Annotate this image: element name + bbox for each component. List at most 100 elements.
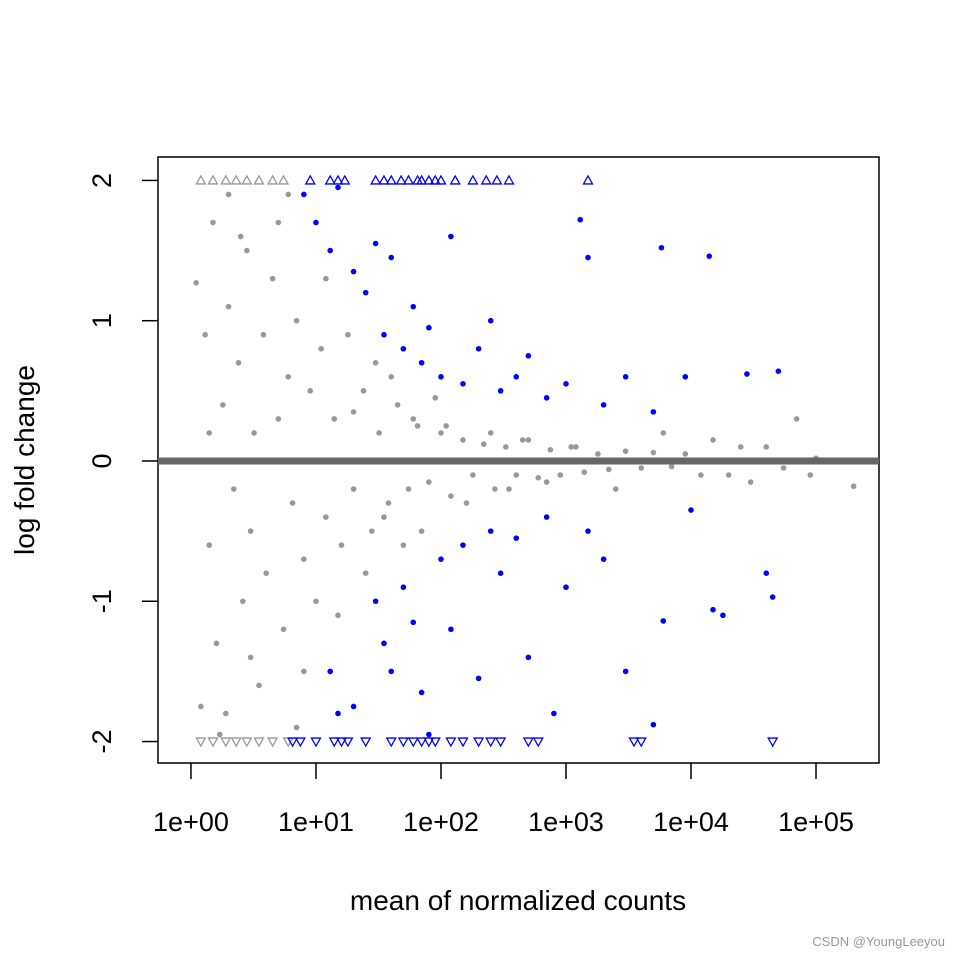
point (285, 374, 292, 380)
capped-point-down (495, 737, 507, 748)
point (650, 409, 657, 415)
point (381, 331, 387, 338)
point (247, 528, 254, 534)
point (438, 556, 444, 562)
point (600, 556, 607, 562)
capped-point-up (449, 174, 461, 185)
point (301, 191, 307, 198)
point (318, 345, 324, 352)
y-tick-label: 0 (87, 453, 117, 468)
point (350, 409, 357, 415)
point (260, 331, 267, 338)
point (710, 606, 716, 613)
x-tick-label: 1e+00 (153, 807, 229, 837)
point (426, 479, 432, 485)
point (543, 514, 550, 520)
capped-point-up (423, 174, 435, 185)
point (737, 444, 744, 450)
point (525, 352, 532, 359)
point (706, 253, 713, 259)
capped-point-down (532, 737, 544, 748)
capped-point-down (423, 737, 435, 748)
x-tick-label: 1e+02 (403, 807, 479, 837)
capped-point-up (370, 174, 382, 185)
capped-point-down (416, 737, 428, 748)
point (331, 416, 338, 422)
capped-point-up (304, 174, 316, 185)
point (725, 472, 732, 478)
x-axis-title: mean of normalized counts (350, 885, 686, 916)
point (698, 472, 704, 478)
point (688, 507, 694, 513)
point (492, 486, 498, 492)
x-tick-label: 1e+01 (278, 807, 354, 837)
point (487, 317, 494, 324)
point (301, 668, 307, 675)
point (400, 542, 407, 548)
capped-point-up (378, 174, 390, 185)
point (470, 472, 476, 478)
capped-point-up (332, 174, 344, 185)
capped-point-down (328, 737, 340, 748)
point (793, 416, 800, 422)
capped-point-up (267, 174, 279, 185)
capped-point-down (457, 737, 469, 748)
point (426, 324, 432, 331)
capped-point-up (385, 174, 397, 185)
capped-point-down (445, 737, 457, 748)
point (360, 388, 367, 394)
capped-point-down (286, 737, 299, 748)
point (513, 374, 520, 380)
point (747, 479, 754, 485)
y-tick-label: -1 (87, 589, 117, 613)
point (293, 724, 300, 731)
plot-area (193, 174, 857, 748)
point (220, 402, 226, 408)
point (280, 626, 287, 633)
point (573, 444, 579, 450)
x-tick-label: 1e+03 (528, 807, 604, 837)
point (247, 654, 254, 661)
point (475, 675, 482, 682)
point (350, 486, 357, 492)
point (335, 184, 341, 191)
y-axis-title: log fold change (9, 365, 40, 555)
point (385, 500, 392, 506)
capped-point-up (241, 174, 253, 185)
point (720, 612, 726, 619)
point (563, 584, 569, 591)
point (744, 371, 750, 377)
capped-point-down (522, 737, 534, 748)
point (622, 668, 629, 675)
capped-point-down (473, 737, 485, 748)
capped-point-up (339, 174, 351, 185)
y-tick-label: 1 (87, 313, 117, 328)
point (513, 472, 520, 478)
point (388, 668, 395, 675)
point (362, 570, 369, 577)
point (475, 345, 482, 352)
capped-point-down (360, 737, 372, 748)
capped-point-down (342, 737, 354, 748)
point (338, 542, 345, 548)
point (710, 437, 716, 443)
point (210, 219, 216, 226)
point (557, 472, 564, 478)
capped-point-down (407, 737, 419, 748)
point (193, 280, 199, 286)
capped-point-up (207, 174, 219, 185)
point (438, 430, 444, 436)
point (543, 479, 550, 485)
capped-point-down (397, 737, 409, 748)
point (213, 640, 220, 647)
point (448, 626, 454, 633)
point (682, 374, 689, 380)
point (438, 374, 444, 380)
point (443, 423, 449, 429)
point (285, 191, 292, 198)
capped-point-up (324, 174, 336, 185)
capped-point-down (294, 737, 306, 748)
capped-point-down (385, 737, 397, 748)
point (513, 535, 520, 541)
